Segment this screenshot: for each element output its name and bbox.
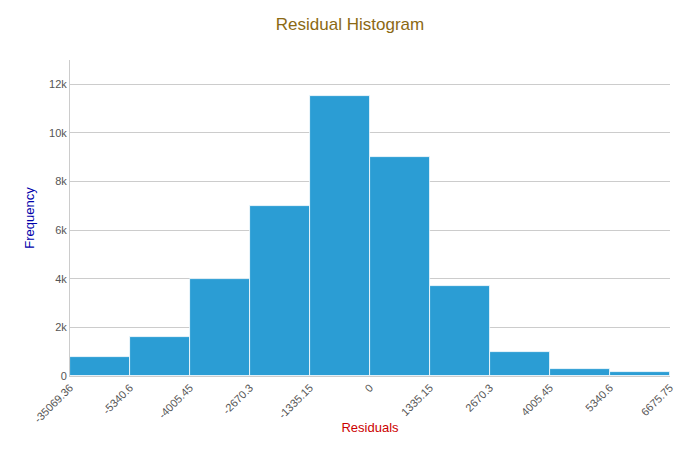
- svg-text:6k: 6k: [55, 224, 67, 236]
- svg-text:-2670.3: -2670.3: [220, 382, 255, 417]
- svg-text:10k: 10k: [49, 127, 67, 139]
- svg-text:Residuals: Residuals: [341, 420, 399, 435]
- svg-text:Residual Histogram: Residual Histogram: [276, 15, 424, 34]
- svg-text:2k: 2k: [55, 321, 67, 333]
- svg-text:-1335.15: -1335.15: [276, 382, 315, 421]
- svg-text:Frequency: Frequency: [22, 187, 37, 249]
- svg-text:0: 0: [362, 382, 375, 395]
- svg-text:-5340.6: -5340.6: [100, 382, 135, 417]
- svg-text:0: 0: [61, 370, 67, 382]
- svg-text:-35069.36: -35069.36: [32, 382, 76, 426]
- svg-text:5340.6: 5340.6: [583, 382, 615, 414]
- svg-text:1335.15: 1335.15: [399, 382, 436, 419]
- svg-text:8k: 8k: [55, 175, 67, 187]
- svg-text:12k: 12k: [49, 78, 67, 90]
- svg-text:-4005.45: -4005.45: [156, 382, 195, 421]
- svg-text:4k: 4k: [55, 273, 67, 285]
- svg-text:6675.75: 6675.75: [639, 382, 676, 419]
- svg-text:4005.45: 4005.45: [519, 382, 556, 419]
- svg-text:2670.3: 2670.3: [463, 382, 495, 414]
